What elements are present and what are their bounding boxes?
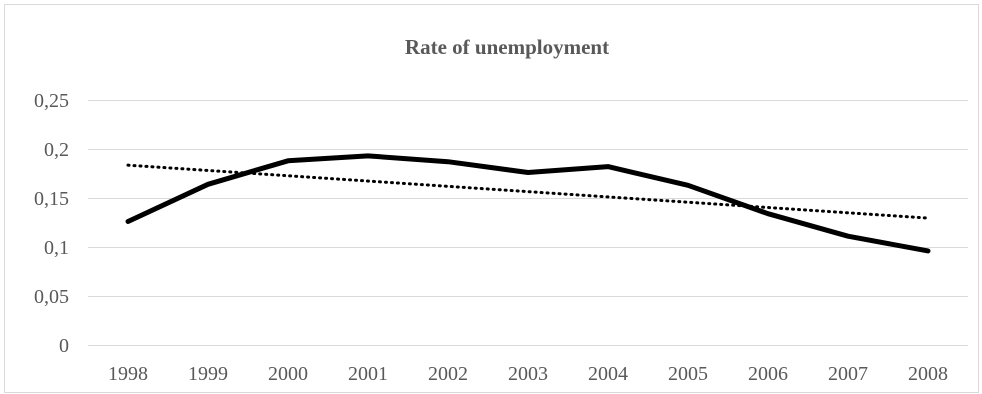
y-tick-label: 0,05 — [34, 286, 69, 308]
x-tick-label: 2006 — [748, 363, 788, 385]
chart-title: Rate of unemployment — [405, 35, 609, 59]
x-axis-tick-labels: 1998 1999 2000 2001 2002 2003 2004 2005 2006 2007… — [108, 363, 948, 385]
x-tick-label: 1998 — [108, 363, 148, 385]
x-tick-label: 2008 — [908, 363, 948, 385]
x-tick-label: 2007 — [828, 363, 868, 385]
x-tick-label: 2001 — [348, 363, 388, 385]
x-tick-label: 1999 — [188, 363, 228, 385]
y-tick-label: 0,1 — [44, 237, 69, 259]
x-tick-label: 2002 — [428, 363, 468, 385]
x-tick-label: 2000 — [268, 363, 308, 385]
x-tick-label: 2004 — [588, 363, 628, 385]
y-tick-label: 0,2 — [44, 139, 69, 161]
unemployment-series-line — [128, 156, 928, 251]
y-axis-tick-labels: 0 0,05 0,1 0,15 0,2 0,25 — [34, 90, 69, 357]
line-chart: Rate of unemployment 0 0,05 0,1 0,15 0,2 0,25… — [5, 5, 980, 394]
x-tick-label: 2005 — [668, 363, 708, 385]
y-tick-label: 0 — [59, 335, 69, 357]
y-tick-label: 0,25 — [34, 90, 69, 112]
gridlines — [88, 101, 968, 346]
x-tick-label: 2003 — [508, 363, 548, 385]
y-tick-label: 0,15 — [34, 188, 69, 210]
series-layer — [128, 156, 928, 251]
chart-frame: Rate of unemployment 0 0,05 0,1 0,15 0,2 0,25… — [4, 4, 979, 393]
